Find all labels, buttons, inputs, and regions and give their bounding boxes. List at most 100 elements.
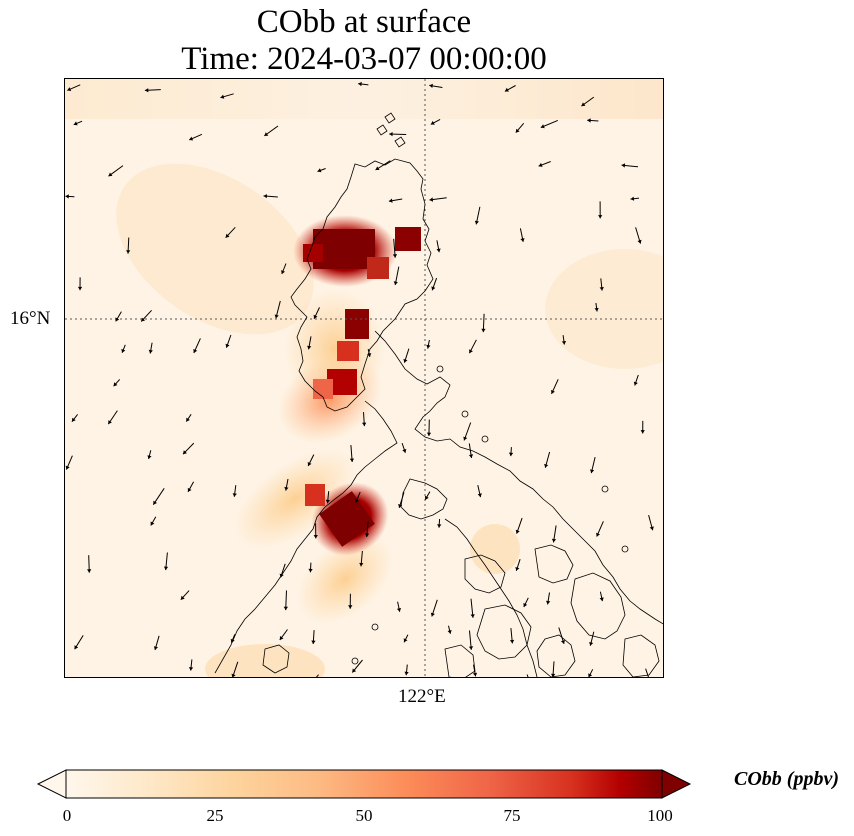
map-subtitle-time: Time: 2024-03-07 00:00:00 bbox=[181, 41, 547, 77]
wind-arrow-head bbox=[279, 636, 284, 640]
wind-arrow-head bbox=[355, 498, 359, 503]
wind-arrow-head bbox=[281, 270, 285, 274]
concentration-plume-east bbox=[545, 249, 663, 369]
wind-arrow-head bbox=[141, 317, 146, 322]
colorbar-tick-50: 50 bbox=[355, 806, 373, 825]
wind-arrow-head bbox=[515, 128, 520, 133]
wind-arrow-head bbox=[551, 538, 557, 543]
wind-arrow-head bbox=[67, 87, 72, 92]
wind-arrow-head bbox=[523, 603, 528, 607]
wind-arrow-head bbox=[189, 136, 194, 141]
wind-arrow-head bbox=[633, 381, 638, 386]
wind-arrow-head bbox=[425, 495, 429, 500]
wind-vectors bbox=[65, 81, 654, 677]
colorbar-tick-100: 100 bbox=[647, 806, 673, 825]
wind-arrow-head bbox=[546, 600, 551, 605]
wind-arrow-head bbox=[352, 668, 357, 673]
wind-arrow-head bbox=[183, 450, 187, 455]
wind-arrow-head bbox=[431, 286, 436, 291]
wind-arrow-head bbox=[349, 458, 354, 462]
wind-arrow-head bbox=[232, 493, 237, 497]
wind-arrow-head bbox=[468, 646, 474, 650]
wind-arrow-head bbox=[463, 436, 468, 441]
wind-arrow-head bbox=[469, 349, 473, 354]
wind-arrow-head bbox=[389, 132, 393, 137]
wind-arrow-head bbox=[284, 486, 289, 491]
wind-arrow-head bbox=[220, 94, 225, 99]
concentration-band-north bbox=[65, 79, 663, 119]
wind-arrow-head bbox=[598, 215, 603, 219]
wind-arrow-head bbox=[551, 389, 555, 394]
wind-arrow-head bbox=[358, 81, 362, 87]
wind-arrow-head bbox=[274, 314, 279, 319]
wind-arrow-head bbox=[375, 166, 380, 170]
wind-arrow-head bbox=[367, 353, 372, 357]
wind-arrow-head bbox=[560, 640, 565, 644]
wind-arrow-head bbox=[313, 535, 318, 539]
wind-arrow-head bbox=[630, 196, 635, 201]
wind-arrow-head bbox=[317, 168, 322, 173]
wind-arrow-head bbox=[398, 504, 403, 508]
wind-arrow-head bbox=[307, 345, 312, 350]
wind-arrow-head bbox=[621, 163, 626, 168]
plume-southwest-1 bbox=[234, 449, 356, 549]
wind-arrow-head bbox=[599, 287, 604, 291]
wind-arrow-head bbox=[540, 124, 545, 129]
wind-arrow-head bbox=[640, 430, 645, 434]
wind-arrow-head bbox=[279, 573, 284, 578]
wind-arrow-head bbox=[587, 118, 591, 123]
wind-arrow-head bbox=[430, 120, 435, 125]
wind-arrow-head bbox=[348, 605, 353, 609]
wind-arrow-head bbox=[153, 646, 158, 650]
colorbar-gradient bbox=[65, 769, 663, 799]
wind-arrow-head bbox=[447, 630, 452, 634]
wind-arrow-head bbox=[437, 524, 442, 528]
wind-arrow-head bbox=[325, 499, 330, 504]
colorbar-extend-min bbox=[36, 769, 67, 799]
wind-arrow-head bbox=[362, 422, 367, 427]
wind-arrow-head bbox=[193, 349, 198, 353]
wind-arrow-head bbox=[393, 281, 398, 285]
colorbar-extend-max bbox=[661, 769, 692, 799]
wind-arrow-head bbox=[148, 349, 153, 354]
wind-arrow-shaft bbox=[526, 674, 529, 677]
wind-arrow-head bbox=[551, 673, 556, 677]
wind-arrow-head bbox=[481, 328, 486, 333]
plume-east-small bbox=[470, 524, 520, 574]
plume-south-halo bbox=[297, 534, 393, 624]
wind-arrow-head bbox=[590, 469, 595, 474]
wind-arrow-head bbox=[388, 198, 393, 203]
wind-arrow-head bbox=[470, 614, 475, 618]
wind-arrow-head bbox=[71, 417, 76, 422]
wind-arrow-head bbox=[561, 341, 567, 345]
wind-arrow-head bbox=[108, 420, 112, 425]
wind-arrow-head bbox=[121, 348, 126, 353]
wind-arrow-head bbox=[402, 448, 407, 453]
wind-arrow-head bbox=[429, 197, 434, 202]
coastlines bbox=[214, 112, 663, 677]
wind-arrow-shaft bbox=[315, 674, 319, 677]
wind-arrow-head bbox=[180, 595, 185, 600]
wind-arrow-head bbox=[150, 521, 155, 526]
wind-arrow-head bbox=[359, 562, 364, 567]
wind-arrow-head bbox=[426, 344, 431, 349]
colorbar-label: CObb (ppbv) bbox=[734, 768, 839, 790]
wind-arrow-head bbox=[264, 132, 269, 136]
wind-arrow-head bbox=[65, 194, 69, 199]
wind-arrow-head bbox=[396, 608, 402, 612]
wind-arrow-head bbox=[186, 417, 190, 422]
colorbar-tick-25: 25 bbox=[206, 806, 224, 825]
wind-arrow-head bbox=[311, 640, 316, 644]
wind-arrow-head bbox=[77, 286, 83, 291]
wind-arrow-head bbox=[509, 639, 515, 644]
map-title: CObb at surface bbox=[256, 4, 472, 40]
wind-arrow-head bbox=[404, 671, 409, 676]
wind-arrow-head bbox=[515, 567, 520, 571]
wind-arrow-head bbox=[225, 343, 230, 348]
wind-arrow-head bbox=[113, 382, 118, 387]
wind-arrow-head bbox=[589, 642, 594, 646]
latitude-tick-label: 16°N bbox=[10, 308, 51, 329]
wind-arrow-head bbox=[263, 194, 267, 199]
wind-arrow-head bbox=[588, 673, 593, 677]
colorbar-tick-0: 0 bbox=[62, 806, 72, 825]
